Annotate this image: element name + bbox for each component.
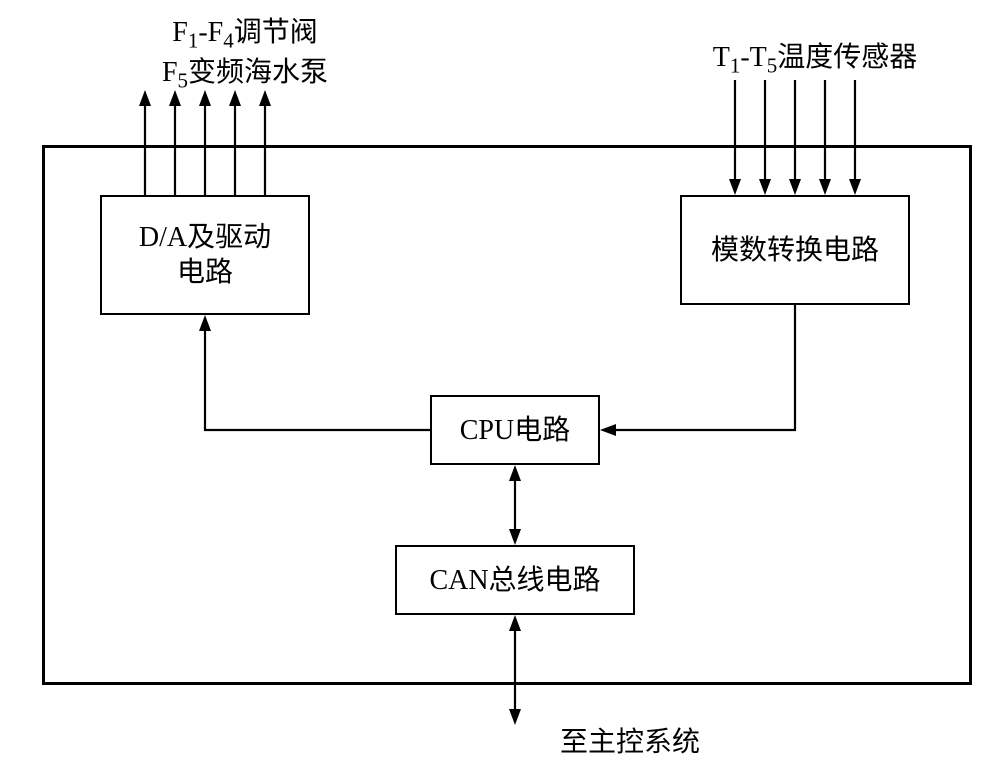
- node-can: CAN总线电路: [395, 545, 635, 615]
- node-label: CPU电路: [460, 413, 570, 448]
- node-da-driver: D/A及驱动 电路: [100, 195, 310, 315]
- node-cpu: CPU电路: [430, 395, 600, 465]
- label-outputs-top-left: F1-F4调节阀F5变频海水泵: [115, 10, 375, 90]
- label-to-main-system: 至主控系统: [560, 720, 760, 760]
- node-label: CAN总线电路: [429, 563, 600, 598]
- node-label: 模数转换电路: [711, 233, 879, 268]
- node-adc: 模数转换电路: [680, 195, 910, 305]
- label-inputs-top-right: T1-T5温度传感器: [685, 35, 945, 75]
- node-label: D/A及驱动 电路: [139, 220, 271, 290]
